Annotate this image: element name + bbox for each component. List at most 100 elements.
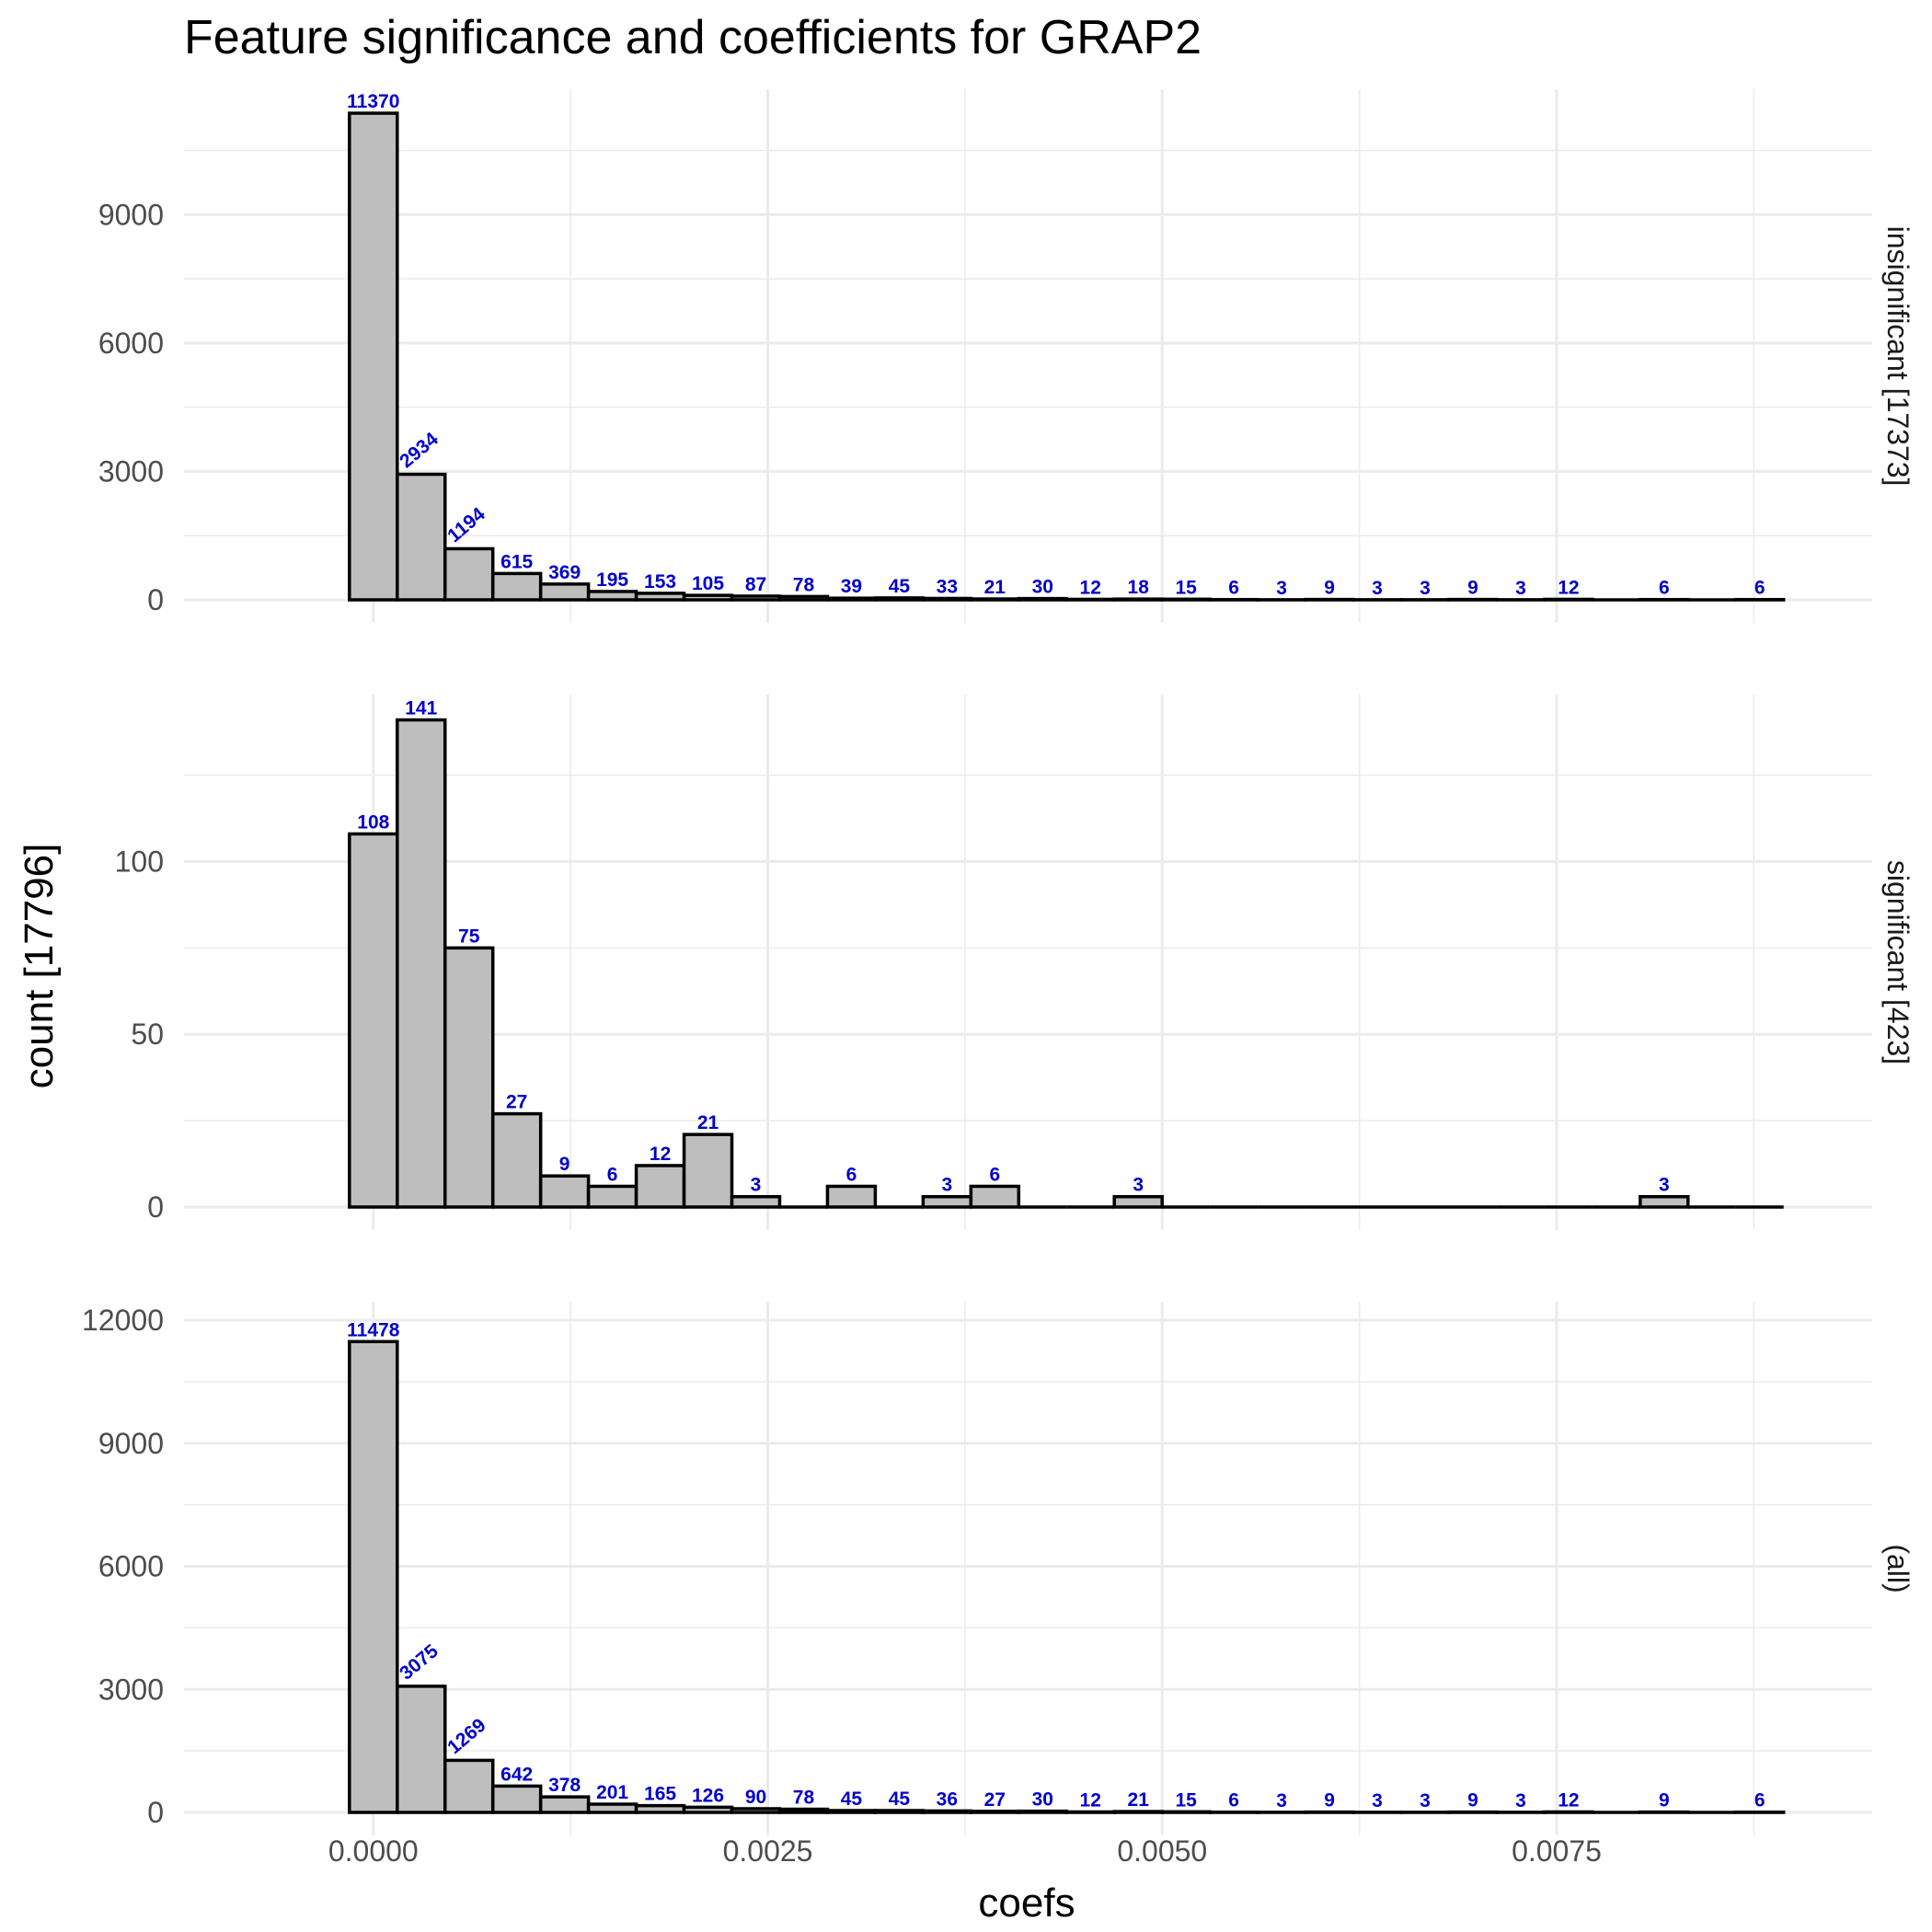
bar-value-label: 90 bbox=[745, 1787, 766, 1808]
histogram-bar bbox=[777, 594, 830, 602]
facet-panel: 0 50 100 108 141 75 27 9 6 12 21 3 6 3 6 3 3 significant … bbox=[115, 695, 1915, 1230]
histogram-bar bbox=[825, 596, 878, 602]
histogram-bar bbox=[538, 1174, 591, 1209]
x-axis-ticks: 0.0000 0.0025 0.0050 0.0075 bbox=[328, 1834, 1602, 1868]
bar-value-label: 30 bbox=[1032, 577, 1053, 598]
bar-value-label: 3 bbox=[1276, 578, 1287, 599]
histogram-bar bbox=[348, 832, 399, 1209]
histogram-bar bbox=[634, 1803, 686, 1814]
histogram-bar bbox=[396, 472, 447, 602]
bar-value-label: 33 bbox=[937, 576, 958, 597]
bar-value-label: 15 bbox=[1175, 1789, 1197, 1811]
histogram-bar bbox=[1017, 596, 1069, 602]
bar-value-label: 30 bbox=[1032, 1789, 1053, 1811]
histogram-bar bbox=[873, 596, 926, 602]
bar-value-label: 36 bbox=[937, 1788, 958, 1810]
bar-value-label: 87 bbox=[745, 574, 766, 595]
y-tick-label: 0 bbox=[147, 1190, 164, 1224]
bar-value-label: 6 bbox=[607, 1164, 618, 1185]
histogram-bar bbox=[443, 1758, 495, 1814]
histogram-bar bbox=[730, 594, 782, 602]
bar-value-label: 153 bbox=[644, 571, 676, 592]
y-tick-label: 3000 bbox=[98, 1673, 164, 1706]
bar-value-label: 165 bbox=[644, 1784, 676, 1805]
bar-value-label: 15 bbox=[1175, 577, 1197, 598]
histogram-bar bbox=[921, 596, 973, 602]
histogram-bar bbox=[730, 1194, 782, 1209]
bar-value-label: 141 bbox=[405, 698, 437, 719]
bar-value-label: 1269 bbox=[443, 1715, 490, 1759]
facet-strip-label: (all) bbox=[1881, 1544, 1915, 1593]
histogram-bar bbox=[1112, 1810, 1164, 1814]
bar-value-label: 105 bbox=[692, 573, 724, 594]
histogram-bar bbox=[443, 546, 495, 602]
histogram-bar bbox=[969, 1810, 1021, 1814]
bar-value-label: 18 bbox=[1128, 577, 1150, 598]
bar-value-label: 27 bbox=[984, 1789, 1006, 1811]
histogram-bar bbox=[490, 1111, 543, 1209]
bar-value-label: 3 bbox=[942, 1175, 953, 1196]
bar-value-label: 9 bbox=[559, 1154, 570, 1175]
bar-value-label: 78 bbox=[793, 1788, 815, 1809]
histogram-bar bbox=[1543, 1810, 1594, 1814]
bar-value-label: 3 bbox=[1659, 1175, 1670, 1196]
bar-value-label: 3 bbox=[1515, 1790, 1526, 1811]
y-tick-label: 0 bbox=[147, 583, 164, 616]
histogram-bar bbox=[348, 111, 399, 602]
histogram-bar bbox=[1160, 597, 1212, 602]
y-tick-label: 6000 bbox=[98, 327, 164, 360]
histogram-bar bbox=[825, 1809, 878, 1814]
bar-value-label: 3 bbox=[1420, 1790, 1431, 1811]
bar-value-label: 3 bbox=[1420, 578, 1431, 599]
bar-value-label: 3 bbox=[1372, 578, 1383, 599]
histogram-bar bbox=[396, 1685, 447, 1814]
bar-value-label: 378 bbox=[548, 1775, 581, 1796]
bar-value-label: 3 bbox=[1133, 1175, 1144, 1196]
bar-value-label: 12 bbox=[650, 1144, 671, 1165]
histogram-bar bbox=[586, 1184, 638, 1209]
histogram-bar bbox=[634, 592, 686, 602]
histogram-bar bbox=[1064, 597, 1116, 602]
bar-value-label: 6 bbox=[1228, 1790, 1239, 1811]
histogram-bar bbox=[921, 1194, 973, 1209]
bar-value-label: 39 bbox=[841, 576, 862, 597]
histogram-bar bbox=[586, 1802, 638, 1814]
bar-value-label: 21 bbox=[697, 1112, 719, 1133]
y-tick-label: 12000 bbox=[82, 1304, 164, 1337]
bar-value-label: 6 bbox=[1228, 578, 1239, 599]
bar-value-label: 75 bbox=[458, 926, 480, 947]
bar-value-label: 6 bbox=[989, 1164, 1000, 1185]
x-tick-label: 0.0075 bbox=[1512, 1834, 1602, 1868]
bar-value-label: 12 bbox=[1080, 1789, 1101, 1811]
bar-value-label: 78 bbox=[793, 574, 815, 595]
bar-value-label: 27 bbox=[506, 1092, 527, 1113]
histogram-bar bbox=[348, 1340, 399, 1814]
bar-value-label: 6 bbox=[1659, 578, 1670, 599]
bar-value-label: 615 bbox=[500, 551, 533, 572]
bar-value-label: 3075 bbox=[396, 1640, 443, 1685]
bar-value-label: 201 bbox=[596, 1782, 628, 1803]
histogram-bar bbox=[682, 1133, 734, 1209]
bar-value-label: 45 bbox=[889, 1788, 911, 1810]
histogram-bar bbox=[1112, 1194, 1164, 1209]
histogram-bar bbox=[1543, 597, 1594, 602]
histogram-bar bbox=[1160, 1810, 1212, 1814]
bar-value-label: 21 bbox=[1128, 1789, 1150, 1811]
x-tick-label: 0.0000 bbox=[328, 1834, 419, 1868]
bar-value-label: 108 bbox=[357, 811, 389, 833]
facet-strip-label: significant [423] bbox=[1881, 860, 1915, 1064]
histogram-bar bbox=[1017, 1809, 1069, 1814]
histogram-bar bbox=[873, 1809, 926, 1814]
bar-value-label: 11370 bbox=[347, 91, 399, 112]
bar-value-label: 126 bbox=[692, 1785, 724, 1806]
histogram-bar bbox=[443, 946, 495, 1209]
histogram-bar bbox=[969, 597, 1021, 602]
bar-value-label: 3 bbox=[1372, 1790, 1383, 1811]
y-axis-title: count [17796] bbox=[17, 844, 62, 1089]
histogram-bar bbox=[969, 1184, 1021, 1209]
y-tick-label: 6000 bbox=[98, 1550, 164, 1583]
x-tick-label: 0.0025 bbox=[723, 1834, 813, 1868]
